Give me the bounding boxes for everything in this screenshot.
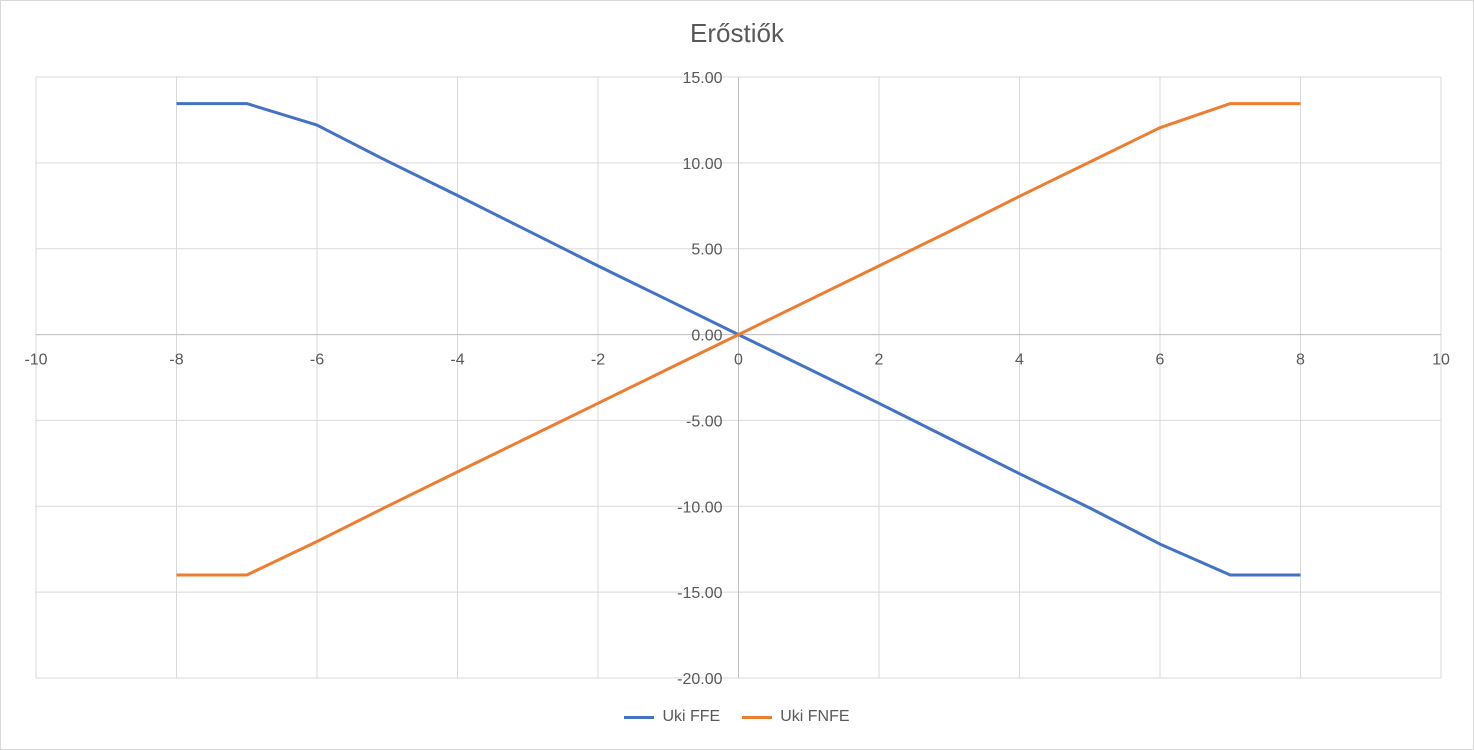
chart-title: Erőstiők — [690, 18, 784, 48]
x-tick-label: -2 — [591, 352, 605, 369]
y-tick-label: -10.00 — [677, 499, 722, 516]
axis-layer — [36, 77, 1441, 678]
legend-swatch — [742, 715, 773, 719]
x-tick-label: -6 — [310, 352, 324, 369]
x-tick-label: 8 — [1296, 352, 1305, 369]
x-tick-label: -8 — [169, 352, 183, 369]
x-tick-label: 4 — [1015, 352, 1024, 369]
legend-item-1: Uki FFE — [624, 708, 720, 726]
y-tick-label: -15.00 — [677, 585, 722, 602]
legend-label: Uki FNFE — [780, 708, 850, 725]
tick-label-layer: -10 -8 -6 -4 -2 0 2 4 6 8 10 15.00 10.00 5.00 0.00 -5.0… — [24, 70, 1450, 688]
legend-item-2: Uki FNFE — [742, 708, 850, 726]
series-layer — [176, 102, 1301, 577]
y-tick-label: 10.00 — [682, 156, 722, 173]
x-tick-label: -10 — [24, 352, 47, 369]
y-tick-label: -5.00 — [686, 413, 723, 430]
series-line-2 — [176, 102, 1301, 577]
y-tick-label: 5.00 — [691, 242, 722, 259]
legend-label: Uki FFE — [662, 708, 721, 725]
x-tick-label: 6 — [1156, 352, 1165, 369]
x-tick-label: 0 — [734, 352, 743, 369]
y-tick-label: 0.00 — [691, 328, 722, 345]
legend-swatch — [624, 715, 655, 719]
x-tick-label: 2 — [875, 352, 884, 369]
x-tick-label: 10 — [1432, 352, 1450, 369]
y-tick-label: 15.00 — [682, 70, 722, 87]
x-tick-label: -4 — [450, 352, 464, 369]
y-tick-label: -20.00 — [677, 671, 722, 688]
legend: Uki FFE Uki FNFE — [0, 708, 1474, 726]
